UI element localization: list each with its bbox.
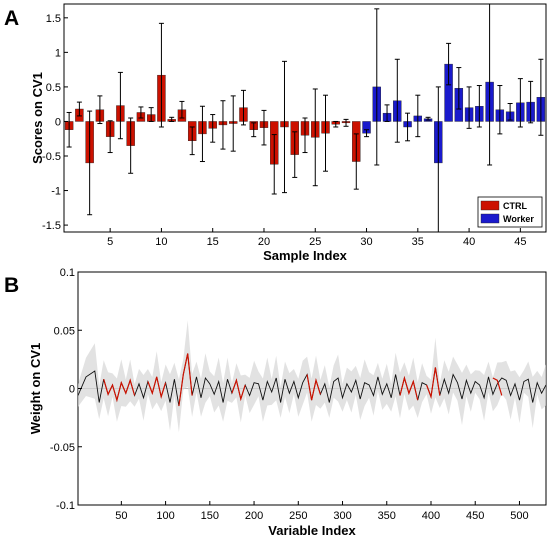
y-tick-label-a: 1.5	[46, 13, 61, 25]
legend-label: Worker	[503, 214, 534, 224]
x-tick-label-b: 100	[156, 510, 174, 522]
chart-b: 0.1 0.05 0 -0.05 -0.1 50 100 150 200 250 300 350 400…	[28, 267, 547, 538]
y-axis-label-b: Weight on CV1	[28, 343, 43, 434]
legend-swatch	[480, 213, 500, 224]
x-tick-label-b: 350	[378, 510, 396, 522]
x-tick-label-a: 35	[412, 236, 424, 248]
x-tick-label-a: 25	[309, 236, 321, 248]
x-tick-label-a: 40	[463, 236, 475, 248]
legend-label: CTRL	[503, 201, 527, 211]
x-tick-label-a: 15	[207, 236, 219, 248]
uncertainty-band	[78, 320, 546, 433]
x-tick-label-b: 400	[422, 510, 440, 522]
y-tick-label-b: 0.1	[60, 267, 75, 279]
x-tick-label-a: 20	[258, 236, 270, 248]
significant-segment	[231, 378, 246, 402]
y-tick-label-b: 0	[69, 384, 75, 396]
significant-segment	[103, 378, 136, 403]
x-tick-label-b: 300	[333, 510, 351, 522]
y-tick-label-a: 0.5	[46, 82, 61, 94]
y-tick-label-a: -1.5	[42, 220, 61, 232]
y-tick-label-a: 1	[55, 47, 61, 59]
x-axis-label-a: Sample Index	[263, 248, 348, 263]
y-tick-label-b: -0.1	[56, 500, 75, 512]
x-axis-label-b: Variable Index	[268, 523, 356, 538]
x-tick-label-b: 450	[466, 510, 484, 522]
x-tick-label-a: 45	[514, 236, 526, 248]
x-tick-label-a: 30	[360, 236, 372, 248]
x-tick-label-b: 250	[289, 510, 307, 522]
y-axis-label-a: Scores on CV1	[30, 72, 45, 164]
x-tick-label-a: 10	[155, 236, 167, 248]
chart-a: 1.5 1 0.5 0 -0.5 -1 -1.5 5 10 15 20 25 30 35 40 45 Sampl…	[30, 3, 547, 263]
x-tick-label-b: 50	[115, 510, 127, 522]
significant-segment	[492, 377, 503, 396]
y-tick-label-a: 0	[55, 116, 61, 128]
significant-segment	[426, 367, 441, 400]
panel-label-b: B	[4, 274, 20, 297]
y-tick-label-a: -1	[51, 186, 61, 198]
y-tick-label-b: 0.05	[54, 325, 75, 337]
x-tick-label-a: 5	[107, 236, 113, 248]
significant-segment	[399, 375, 419, 401]
legend-swatch	[480, 200, 500, 211]
x-tick-label-b: 150	[201, 510, 219, 522]
x-tick-label-b: 200	[245, 510, 263, 522]
y-tick-label-a: -0.5	[42, 151, 61, 163]
significant-segment	[306, 374, 321, 401]
significant-segment	[178, 353, 193, 407]
x-tick-label-b: 500	[510, 510, 528, 522]
significant-segment	[147, 376, 167, 399]
y-tick-label-b: -0.05	[50, 442, 75, 454]
panel-label-a: A	[4, 7, 20, 30]
